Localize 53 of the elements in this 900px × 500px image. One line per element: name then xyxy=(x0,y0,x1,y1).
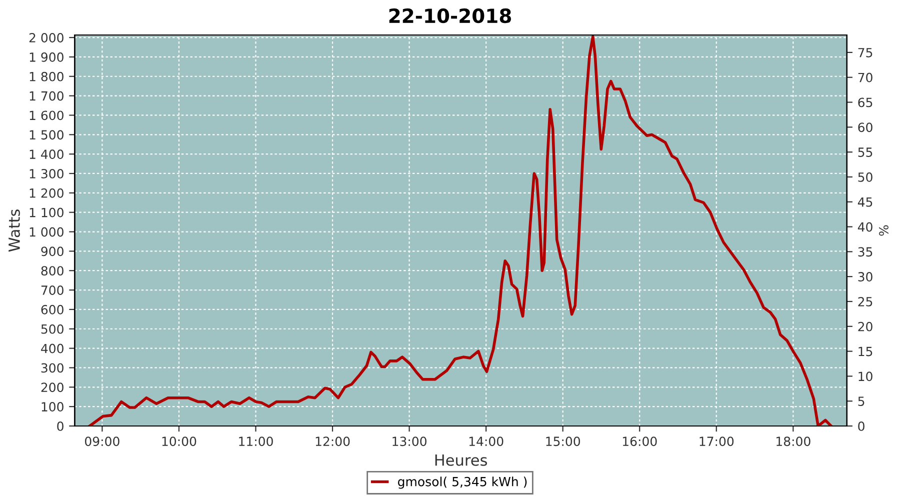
line-series xyxy=(88,35,832,426)
y-tick-label: 1 100 xyxy=(30,208,64,218)
y-tick-label: 400 xyxy=(41,344,64,354)
y2-tick-label: 75 xyxy=(858,48,872,58)
y2-tick-label: 10 xyxy=(858,372,872,382)
y-tick-label: 200 xyxy=(41,382,64,392)
x-tick-label: 14:00 xyxy=(469,436,504,446)
y2-tick-label: 20 xyxy=(858,322,872,332)
y2-tick-label: 5 xyxy=(858,396,864,406)
y2-tick-label: 30 xyxy=(858,272,872,282)
y-tick-label: 900 xyxy=(41,246,64,256)
y2-tick-label: 35 xyxy=(858,247,872,257)
x-tick-label: 09:00 xyxy=(85,436,120,446)
y-axis-title: Watts xyxy=(8,210,20,252)
y-tick-label: 1 600 xyxy=(30,110,64,120)
y-tick-label: 1 900 xyxy=(30,52,64,62)
y2-axis-title: % xyxy=(879,225,888,236)
y-tick-label: 0 xyxy=(57,421,64,431)
y-tick-label: 300 xyxy=(41,363,64,373)
y2-tick-label: 25 xyxy=(858,296,872,306)
y2-tick-label: 45 xyxy=(858,197,872,207)
y-tick-label: 1 000 xyxy=(30,227,64,237)
x-tick-label: 16:00 xyxy=(622,436,657,446)
y2-tick-label: 60 xyxy=(858,122,872,132)
y-tick-label: 100 xyxy=(42,402,64,412)
y2-tick-label: 40 xyxy=(858,222,872,232)
y2-tick-label: 65 xyxy=(858,98,872,108)
y2-tick-label: 50 xyxy=(858,172,872,182)
y-tick-label: 1 400 xyxy=(30,150,64,159)
x-tick-label: 11:00 xyxy=(239,436,273,446)
x-tick-label: 18:00 xyxy=(776,436,810,446)
y-tick-label: 1 800 xyxy=(30,72,64,82)
y2-tick-label: 0 xyxy=(858,421,864,431)
y-tick-label: 1 300 xyxy=(30,168,64,178)
y-tick-label: 500 xyxy=(41,324,64,334)
chart-title: 22-10-2018 xyxy=(389,8,511,24)
x-tick-label: 15:00 xyxy=(546,436,580,446)
y2-tick-label: 70 xyxy=(858,72,872,82)
x-axis-title: Heures xyxy=(435,454,487,466)
x-tick-label: 12:00 xyxy=(316,436,350,446)
legend-label: gmosol( 5,345 kWh ) xyxy=(398,476,527,489)
x-tick-label: 17:00 xyxy=(700,436,734,446)
y-tick-label: 2 000 xyxy=(29,32,64,42)
y-tick-label: 800 xyxy=(41,266,64,276)
y-tick-label: 600 xyxy=(41,304,64,314)
y-tick-label: 1 200 xyxy=(30,188,64,198)
x-tick-label: 10:00 xyxy=(162,436,196,446)
y-tick-label: 1 500 xyxy=(30,130,64,140)
x-tick-label: 13:00 xyxy=(392,436,426,446)
y-tick-label: 700 xyxy=(41,286,64,295)
y-tick-label: 1 700 xyxy=(30,91,64,101)
y2-tick-label: 55 xyxy=(858,148,872,157)
y2-tick-label: 15 xyxy=(858,346,872,356)
